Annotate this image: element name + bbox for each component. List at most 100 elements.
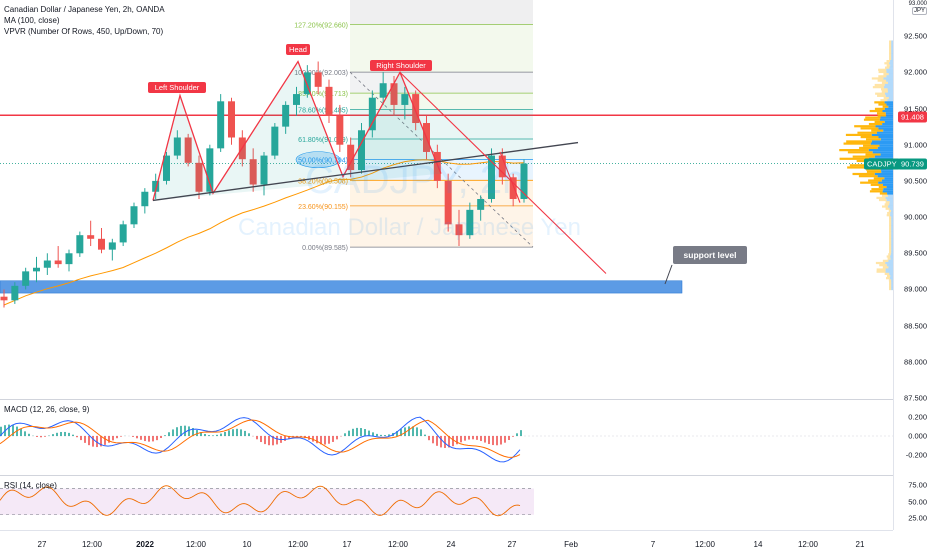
fib-level-label: 127.20%(92.660)	[294, 23, 348, 30]
macd-histogram-bar	[76, 436, 78, 437]
vp-bar-down	[876, 262, 885, 264]
vp-bar-up	[878, 147, 893, 149]
macd-histogram-bar	[68, 433, 70, 436]
vp-bar-down	[886, 277, 890, 279]
candle-body	[87, 235, 94, 239]
vp-bar-down	[854, 125, 875, 127]
candle-body	[22, 271, 29, 285]
macd-histogram-bar	[480, 436, 482, 441]
price-tick-label: 90.000	[904, 213, 927, 222]
macd-histogram-bar	[220, 434, 222, 436]
vp-bar-up	[883, 188, 893, 190]
macd-histogram-bar	[512, 436, 514, 437]
macd-histogram-bar	[364, 429, 366, 436]
vp-bar-down	[878, 103, 886, 105]
macd-histogram-bar	[28, 434, 30, 436]
vp-bar-down	[877, 271, 886, 273]
ma-indicator-label[interactable]: MA (100, close)	[4, 15, 165, 26]
pane-separator-macd[interactable]	[0, 399, 893, 400]
time-tick-label: 12:00	[695, 540, 715, 549]
macd-histogram-bar	[156, 436, 158, 440]
macd-histogram-bar	[376, 434, 378, 436]
macd-histogram-bar	[88, 436, 90, 445]
vp-bar-up	[886, 114, 893, 116]
vp-bar-up	[885, 262, 893, 264]
macd-histogram-bar	[468, 436, 470, 440]
vp-bar-down	[846, 134, 872, 136]
price-tick-label: 88.500	[904, 321, 927, 330]
vp-bar-down	[878, 114, 886, 116]
vp-bar-down	[879, 186, 887, 188]
vp-bar-up	[878, 175, 893, 177]
vp-bar-down	[887, 64, 890, 66]
time-tick-label: 12:00	[798, 540, 818, 549]
vp-bar-down	[868, 179, 882, 181]
vp-bar-down	[889, 225, 891, 227]
vp-bar-down	[870, 190, 883, 192]
vp-bar-down	[889, 238, 891, 240]
symbol-title[interactable]: Canadian Dollar / Japanese Yen, 2h, OAND…	[4, 4, 165, 15]
price-tick-label: 89.000	[904, 285, 927, 294]
vp-bar-down	[887, 214, 890, 216]
vp-bar-down	[857, 132, 877, 134]
vp-bar-down	[871, 129, 883, 131]
macd-histogram-bar	[424, 435, 426, 436]
macd-histogram-bar	[228, 430, 230, 436]
pane-separator-rsi[interactable]	[0, 475, 893, 476]
macd-histogram-bar	[260, 436, 262, 442]
candle-body	[76, 235, 83, 253]
rsi-tick-label: 25.00	[908, 514, 927, 523]
vp-bar-up	[873, 151, 893, 153]
vp-bar-down	[883, 73, 888, 75]
vp-bar-down	[889, 210, 891, 212]
macd-histogram-bar	[432, 436, 434, 443]
vp-bar-down	[889, 49, 891, 51]
price-tick-label: 87.500	[904, 394, 927, 403]
macd-histogram-bar	[80, 436, 82, 440]
vp-bar-up	[886, 112, 893, 114]
vp-bar-down	[889, 281, 891, 283]
vp-bar-up	[869, 149, 893, 151]
vp-bar-down	[871, 184, 883, 186]
candle-body	[1, 297, 8, 301]
price-legend: Canadian Dollar / Japanese Yen, 2h, OAND…	[4, 4, 165, 37]
vp-bar-down	[889, 232, 891, 234]
left-shoulder-label: Left Shoulder	[155, 83, 200, 92]
vp-bar-down	[874, 101, 884, 103]
vp-bar-down	[884, 97, 889, 99]
vp-bar-up	[886, 80, 893, 82]
macd-histogram-bar	[372, 432, 374, 436]
macd-histogram-bar	[236, 429, 238, 436]
vp-bar-up	[886, 75, 893, 77]
macd-histogram-bar	[384, 435, 386, 436]
vpvr-indicator-label[interactable]: VPVR (Number Of Rows, 450, Up/Down, 70)	[4, 26, 165, 37]
vp-bar-down	[879, 199, 887, 201]
candle-body	[228, 101, 235, 137]
macd-histogram-bar	[92, 436, 94, 447]
macd-histogram-bar	[208, 435, 210, 436]
macd-histogram-bar	[224, 432, 226, 436]
macd-histogram-bar	[40, 436, 42, 437]
macd-histogram-bar	[164, 435, 166, 436]
vp-bar-up	[878, 182, 893, 184]
vp-bar-up	[885, 108, 893, 110]
time-tick-label: 24	[447, 540, 456, 549]
vp-bar-down	[861, 136, 879, 138]
macd-tick-label: 0.000	[908, 432, 927, 441]
vp-bar-down	[860, 182, 878, 184]
macd-legend[interactable]: MACD (12, 26, close, 9)	[4, 404, 89, 415]
candle-body	[44, 261, 51, 268]
macd-histogram-bar	[64, 432, 66, 436]
rsi-legend[interactable]: RSI (14, close)	[4, 480, 57, 491]
vp-bar-down	[885, 67, 889, 69]
vp-bar-down	[867, 171, 881, 173]
fib-band	[350, 72, 533, 93]
price-chart[interactable]: 127.20%(92.660)100.00%(92.003)85.40%(91.…	[0, 0, 893, 530]
last-price-tag: 90.739	[898, 159, 927, 170]
vp-bar-down	[871, 188, 883, 190]
macd-histogram-bar	[440, 436, 442, 447]
candle-body	[380, 83, 387, 97]
vp-bar-down	[846, 140, 872, 142]
